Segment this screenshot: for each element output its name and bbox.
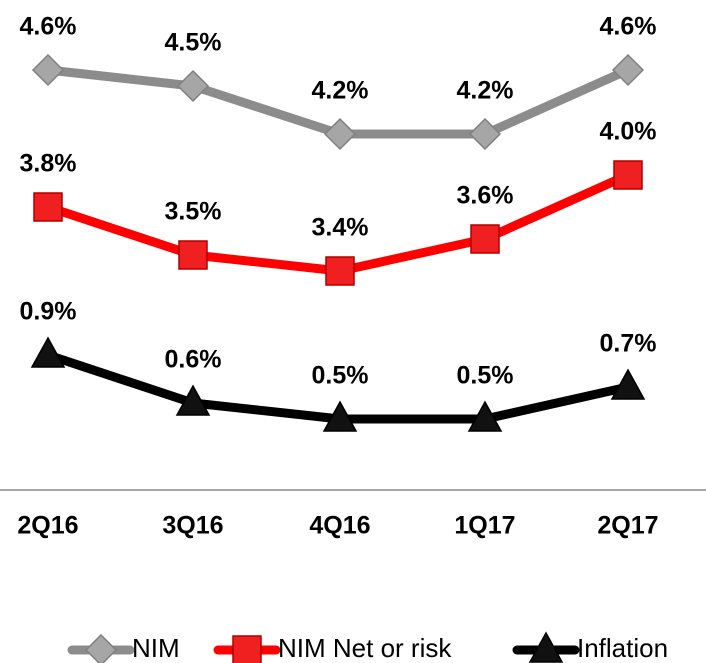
value-label: 3.8%: [20, 150, 77, 178]
value-label: 0.9%: [20, 298, 77, 326]
data-point: [175, 384, 211, 416]
x-tick-label: 4Q16: [309, 512, 370, 540]
value-label: 4.0%: [600, 118, 657, 146]
value-label: 3.4%: [312, 214, 369, 242]
data-point: [613, 160, 643, 190]
value-label: 4.5%: [165, 29, 222, 57]
value-label: 4.2%: [457, 77, 514, 105]
data-point: [33, 192, 63, 222]
data-point: [325, 256, 355, 286]
data-point: [470, 224, 500, 254]
data-point: [468, 117, 502, 151]
data-point: [611, 53, 645, 87]
value-label: 0.5%: [312, 362, 369, 390]
value-label: 0.5%: [457, 362, 514, 390]
data-point: [610, 368, 646, 400]
value-label: 4.6%: [600, 13, 657, 41]
legend-label: NIM: [132, 633, 180, 663]
data-point: [323, 117, 357, 151]
legend-marker: [232, 635, 262, 663]
data-point: [467, 400, 503, 432]
value-label: 3.6%: [457, 182, 514, 210]
value-label: 4.6%: [20, 13, 77, 41]
data-point: [30, 336, 66, 368]
x-tick-label: 2Q17: [597, 512, 658, 540]
x-tick-label: 2Q16: [17, 512, 78, 540]
data-point: [322, 400, 358, 432]
x-tick-label: 3Q16: [162, 512, 223, 540]
legend-label: NIM Net or risk: [278, 633, 452, 663]
legend-label: Inflation: [577, 633, 668, 663]
data-point: [31, 53, 65, 87]
data-point: [178, 240, 208, 270]
value-label: 0.7%: [600, 330, 657, 358]
legend-marker: [528, 631, 564, 663]
value-label: 0.6%: [165, 346, 222, 374]
x-tick-label: 1Q17: [454, 512, 515, 540]
value-label: 4.2%: [312, 77, 369, 105]
legend-marker: [84, 633, 118, 663]
value-label: 3.5%: [165, 198, 222, 226]
data-point: [176, 69, 210, 103]
